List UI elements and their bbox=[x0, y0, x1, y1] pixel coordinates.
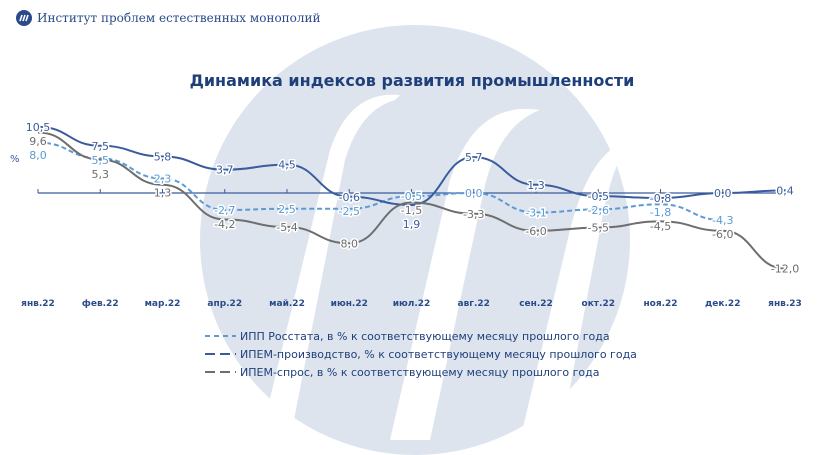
data-label: 2,5 bbox=[278, 203, 296, 216]
data-label: -0,5 bbox=[588, 190, 609, 203]
org-name: Институт проблем естественных монополий bbox=[37, 11, 321, 25]
data-label: 4,5 bbox=[278, 159, 296, 172]
x-tick-label: фев.22 bbox=[82, 299, 119, 309]
data-label: 5,3 bbox=[92, 168, 110, 181]
legend-item: ИПЕМ-спрос, в % к соответствующему месяц… bbox=[240, 366, 600, 379]
data-label: -6,0 bbox=[525, 225, 546, 238]
data-label: 5,5 bbox=[92, 154, 110, 167]
data-label: 9,6 bbox=[29, 135, 47, 148]
data-label: 1,3 bbox=[527, 179, 545, 192]
data-label: -2,7 bbox=[214, 204, 235, 217]
legend-item: ИПЕМ-производство, % к соответствующему … bbox=[240, 348, 637, 361]
x-tick-label: май.22 bbox=[269, 299, 305, 309]
x-tick-label: июн.22 bbox=[331, 299, 368, 309]
data-label: -5,5 bbox=[588, 222, 609, 235]
legend-item: ИПП Росстата, в % к соответствующему мес… bbox=[240, 330, 610, 343]
data-label: 8,0 bbox=[29, 149, 47, 162]
x-tick-label: июл.22 bbox=[393, 299, 431, 309]
x-tick-label: ноя.22 bbox=[643, 299, 677, 309]
data-label: -4,2 bbox=[214, 218, 235, 231]
y-axis-label: % bbox=[10, 154, 20, 165]
data-label: -2,6 bbox=[588, 204, 609, 217]
data-label: -0,8 bbox=[650, 192, 671, 205]
data-label: -4,3 bbox=[712, 214, 733, 227]
data-label: -1,5 bbox=[401, 204, 422, 217]
data-label: 3,7 bbox=[216, 164, 234, 177]
data-label: 5,8 bbox=[154, 150, 172, 163]
x-tick-label: окт.22 bbox=[582, 299, 615, 309]
chart-title: Динамика индексов развития промышленност… bbox=[190, 71, 635, 90]
x-tick-label: мар.22 bbox=[145, 299, 181, 309]
data-label: -3,3 bbox=[463, 208, 484, 221]
data-label: 0,4 bbox=[776, 184, 794, 197]
watermark-logo bbox=[200, 25, 630, 455]
data-label: 0,0 bbox=[465, 187, 483, 200]
data-label: 2,3 bbox=[154, 173, 172, 186]
x-tick-label: апр.22 bbox=[207, 299, 242, 309]
data-label: -4,5 bbox=[650, 220, 671, 233]
data-label: -0,6 bbox=[339, 191, 360, 204]
data-label: -6,0 bbox=[712, 228, 733, 241]
data-label: 1,9 bbox=[403, 218, 421, 231]
x-tick-label: авг.22 bbox=[458, 299, 490, 309]
x-tick-label: янв.23 bbox=[768, 299, 802, 309]
data-label: -3,1 bbox=[525, 207, 546, 220]
x-tick-label: дек.22 bbox=[705, 299, 740, 309]
ipem-logo-icon bbox=[16, 10, 32, 26]
data-label: -0,5 bbox=[401, 190, 422, 203]
data-label: 8,0 bbox=[341, 237, 359, 250]
data-label: -12,0 bbox=[771, 263, 799, 276]
data-label: -2,5 bbox=[339, 205, 360, 218]
x-tick-label: янв.22 bbox=[21, 299, 55, 309]
header: Институт проблем естественных монополий bbox=[16, 10, 321, 26]
data-label: 7,5 bbox=[92, 140, 110, 153]
data-label: 1,3 bbox=[154, 187, 172, 200]
data-label: -1,8 bbox=[650, 206, 671, 219]
data-label: 10,5 bbox=[26, 121, 51, 134]
data-label: 0,0 bbox=[714, 187, 732, 200]
x-tick-label: сен.22 bbox=[519, 299, 553, 309]
data-label: 5,7 bbox=[465, 151, 483, 164]
data-label: -5,4 bbox=[276, 221, 297, 234]
